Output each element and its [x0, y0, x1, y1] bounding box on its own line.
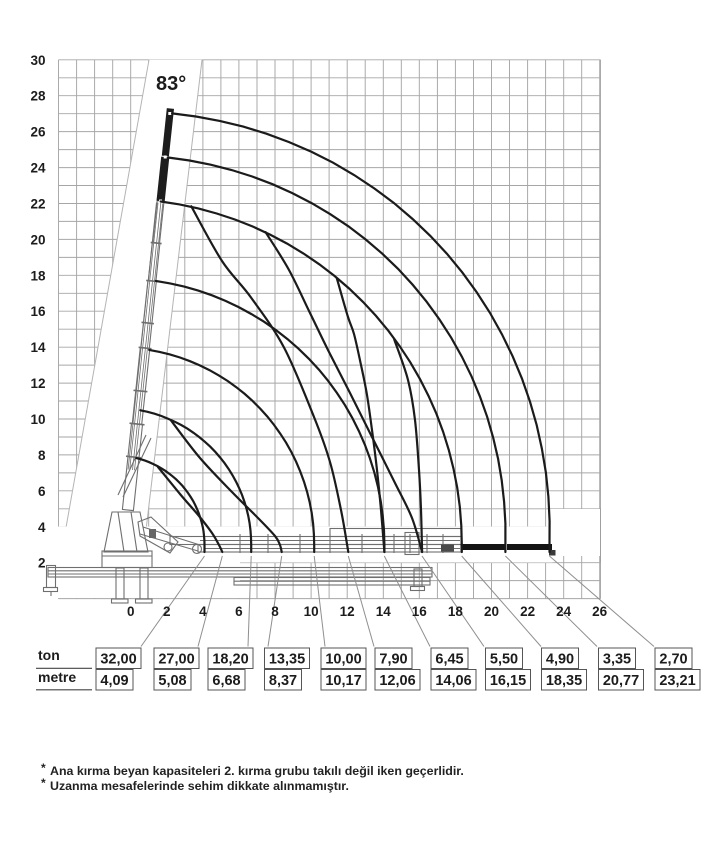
- svg-text:26: 26: [30, 125, 46, 140]
- svg-text:6,45: 6,45: [435, 652, 463, 668]
- svg-text:16,15: 16,15: [490, 673, 526, 689]
- svg-text:20,77: 20,77: [603, 673, 639, 689]
- svg-text:28: 28: [30, 89, 46, 104]
- svg-text:0: 0: [127, 604, 135, 619]
- svg-text:22: 22: [520, 604, 535, 619]
- svg-text:23,21: 23,21: [659, 673, 695, 689]
- svg-text:32,00: 32,00: [100, 652, 136, 668]
- svg-text:4: 4: [38, 520, 46, 535]
- svg-text:22: 22: [30, 197, 45, 212]
- svg-text:18: 18: [30, 268, 46, 283]
- svg-text:4,90: 4,90: [546, 652, 574, 668]
- svg-text:16: 16: [30, 304, 46, 319]
- svg-text:18,35: 18,35: [546, 673, 582, 689]
- svg-text:12: 12: [30, 376, 45, 391]
- svg-text:83°: 83°: [156, 73, 186, 95]
- svg-text:10: 10: [304, 604, 319, 619]
- svg-text:Uzanma mesafelerinde sehim dik: Uzanma mesafelerinde sehim dikkate alınm…: [50, 779, 349, 793]
- svg-text:metre: metre: [38, 669, 76, 685]
- svg-text:14: 14: [30, 340, 46, 355]
- svg-text:30: 30: [30, 53, 45, 68]
- svg-text:8: 8: [38, 448, 46, 463]
- svg-text:10: 10: [30, 412, 45, 427]
- svg-text:18: 18: [448, 604, 464, 619]
- svg-text:Ana kırma beyan kapasiteleri 2: Ana kırma beyan kapasiteleri 2. kırma gr…: [50, 764, 464, 778]
- svg-text:2,70: 2,70: [659, 652, 687, 668]
- svg-text:24: 24: [30, 161, 46, 176]
- svg-text:12,06: 12,06: [379, 673, 415, 689]
- svg-text:2: 2: [38, 556, 46, 571]
- svg-text:3,35: 3,35: [603, 652, 631, 668]
- svg-text:8,37: 8,37: [269, 673, 297, 689]
- svg-text:14: 14: [376, 604, 392, 619]
- svg-text:*: *: [41, 776, 46, 790]
- svg-text:16: 16: [412, 604, 428, 619]
- svg-text:*: *: [41, 761, 46, 775]
- svg-text:10,00: 10,00: [325, 652, 361, 668]
- svg-text:4,09: 4,09: [100, 673, 128, 689]
- svg-text:18,20: 18,20: [212, 652, 248, 668]
- svg-text:ton: ton: [38, 647, 60, 663]
- svg-text:10,17: 10,17: [325, 673, 361, 689]
- svg-text:20: 20: [30, 232, 45, 247]
- svg-text:5,08: 5,08: [158, 673, 186, 689]
- svg-text:20: 20: [484, 604, 499, 619]
- svg-text:14,06: 14,06: [435, 673, 471, 689]
- svg-text:8: 8: [271, 604, 279, 619]
- svg-text:6: 6: [38, 484, 46, 499]
- svg-text:26: 26: [592, 604, 608, 619]
- svg-text:6: 6: [235, 604, 243, 619]
- svg-text:27,00: 27,00: [158, 652, 194, 668]
- svg-text:4: 4: [199, 604, 207, 619]
- svg-text:6,68: 6,68: [212, 673, 240, 689]
- svg-text:5,50: 5,50: [490, 652, 518, 668]
- svg-text:7,90: 7,90: [379, 652, 407, 668]
- svg-text:2: 2: [163, 604, 171, 619]
- svg-text:24: 24: [556, 604, 572, 619]
- svg-text:12: 12: [340, 604, 355, 619]
- svg-text:13,35: 13,35: [269, 652, 305, 668]
